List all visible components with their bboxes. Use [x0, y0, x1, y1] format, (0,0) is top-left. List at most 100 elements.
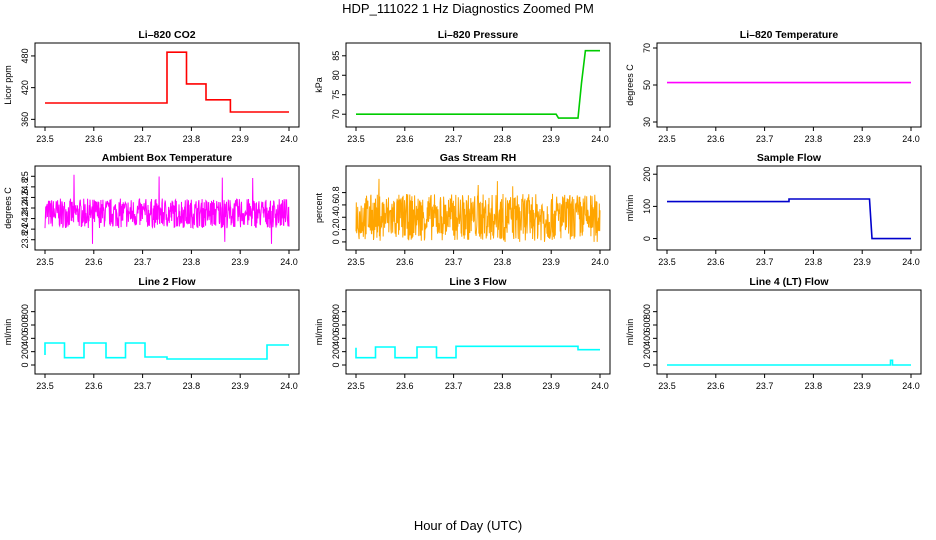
y-tick-label: 0	[331, 239, 341, 244]
x-tick-label: 23.9	[853, 134, 871, 144]
plot-frame	[345, 289, 611, 375]
x-tick-label: 23.5	[36, 134, 54, 144]
panel-title: Li–820 CO2	[138, 29, 195, 41]
x-tick-label: 23.9	[231, 381, 249, 391]
data-series	[667, 359, 911, 366]
x-tick-label: 23.6	[85, 134, 103, 144]
y-tick-label: 24.8	[20, 178, 30, 196]
x-tick-label: 23.8	[805, 134, 823, 144]
x-tick-label: 23.8	[805, 257, 823, 267]
y-axis-label: degrees C	[625, 64, 635, 106]
x-tick-label: 23.7	[756, 381, 774, 391]
x-tick-label: 23.7	[134, 257, 152, 267]
panel-title: Line 2 Flow	[138, 276, 196, 288]
x-tick-label: 23.7	[756, 257, 774, 267]
x-tick-label: 23.9	[542, 257, 560, 267]
data-series	[355, 178, 601, 242]
y-tick-label: 100	[642, 199, 652, 214]
y-tick-label: 600	[20, 317, 30, 332]
x-tick-label: 24.0	[902, 381, 920, 391]
x-tick-label: 23.7	[445, 257, 463, 267]
data-series	[355, 345, 600, 359]
y-axis-label: degrees C	[3, 187, 13, 229]
x-tick-label: 24.0	[280, 134, 298, 144]
y-tick-label: 0	[20, 362, 30, 367]
y-tick-label: 0.8	[331, 186, 341, 199]
y-tick-label: 400	[642, 331, 652, 346]
x-tick-label: 23.9	[853, 257, 871, 267]
panel-title: Line 3 Flow	[449, 276, 507, 288]
x-tick-label: 23.5	[36, 381, 54, 391]
x-tick-label: 23.7	[756, 134, 774, 144]
x-tick-label: 23.6	[707, 257, 725, 267]
plot-frame	[656, 42, 922, 128]
plot-frame	[34, 289, 300, 375]
y-axis-label: Licor ppm	[3, 65, 13, 105]
panel-5: Gas Stream RH 23.5 23.6 23.7 23.8 23.9 24.0 0 0.…	[314, 152, 611, 267]
x-tick-label: 23.9	[231, 257, 249, 267]
y-tick-label: 200	[642, 344, 652, 359]
x-tick-label: 23.5	[347, 257, 365, 267]
x-tick-label: 23.8	[805, 381, 823, 391]
panel-1: Li–820 CO2 23.5 23.6 23.7 23.8 23.9 24.0 360 420…	[3, 29, 300, 144]
y-tick-label: 0.2	[331, 223, 341, 236]
x-tick-label: 23.6	[396, 134, 414, 144]
y-tick-label: 800	[331, 304, 341, 319]
panel-title: Sample Flow	[757, 152, 822, 164]
y-tick-label: 24.6	[20, 189, 30, 207]
x-tick-label: 23.6	[707, 381, 725, 391]
y-axis-label: ml/min	[625, 319, 635, 346]
y-tick-label: 0.6	[331, 199, 341, 212]
y-tick-label: 360	[20, 112, 30, 127]
data-series	[44, 174, 290, 244]
x-tick-label: 24.0	[280, 257, 298, 267]
y-tick-label: 200	[642, 167, 652, 182]
y-axis-label: kPa	[314, 77, 324, 93]
x-tick-label: 24.0	[591, 134, 609, 144]
x-tick-label: 23.8	[494, 381, 512, 391]
y-tick-label: 400	[20, 331, 30, 346]
plot-frame	[345, 165, 611, 251]
y-tick-label: 24.2	[20, 210, 30, 228]
x-tick-label: 24.0	[902, 257, 920, 267]
x-tick-label: 23.7	[134, 381, 152, 391]
data-series	[45, 51, 289, 113]
y-tick-label: 200	[331, 344, 341, 359]
y-tick-label: 50	[642, 80, 652, 90]
x-tick-label: 23.5	[347, 381, 365, 391]
y-axis-label: ml/min	[314, 319, 324, 346]
y-tick-label: 0	[642, 362, 652, 367]
plot-frame	[656, 165, 922, 251]
x-tick-label: 23.8	[183, 381, 201, 391]
x-tick-label: 23.8	[183, 257, 201, 267]
panel-title: Gas Stream RH	[440, 152, 516, 164]
x-axis-label: Hour of Day (UTC)	[413, 518, 523, 533]
panel-3: Li–820 Temperature 23.5 23.6 23.7 23.8 23.9 24…	[625, 29, 922, 144]
x-tick-label: 23.5	[347, 134, 365, 144]
x-tick-label: 23.7	[445, 134, 463, 144]
y-tick-label: 24	[20, 224, 30, 234]
y-tick-label: 85	[331, 51, 341, 61]
y-tick-label: 800	[20, 304, 30, 319]
x-tick-label: 24.0	[902, 134, 920, 144]
y-axis-label: ml/min	[625, 195, 635, 222]
y-tick-label: 80	[331, 70, 341, 80]
y-tick-label: 420	[20, 80, 30, 95]
x-tick-label: 23.6	[396, 257, 414, 267]
panel-9: Line 4 (LT) Flow 23.5 23.6 23.7 23.8 23.9 24.0…	[625, 276, 922, 391]
plot-frame	[656, 289, 922, 375]
x-tick-label: 23.8	[494, 134, 512, 144]
panel-8: Line 3 Flow 23.5 23.6 23.7 23.8 23.9 24.0 0 2004…	[314, 276, 611, 391]
x-tick-label: 23.7	[134, 134, 152, 144]
y-tick-label: 70	[331, 109, 341, 119]
x-tick-label: 23.6	[707, 134, 725, 144]
x-tick-label: 24.0	[591, 381, 609, 391]
x-tick-label: 23.5	[658, 257, 676, 267]
y-tick-label: 24.4	[20, 199, 30, 217]
y-tick-label: 70	[642, 43, 652, 53]
x-tick-label: 24.0	[591, 257, 609, 267]
y-tick-label: 480	[20, 48, 30, 63]
data-series	[44, 342, 289, 360]
y-tick-label: 400	[331, 331, 341, 346]
